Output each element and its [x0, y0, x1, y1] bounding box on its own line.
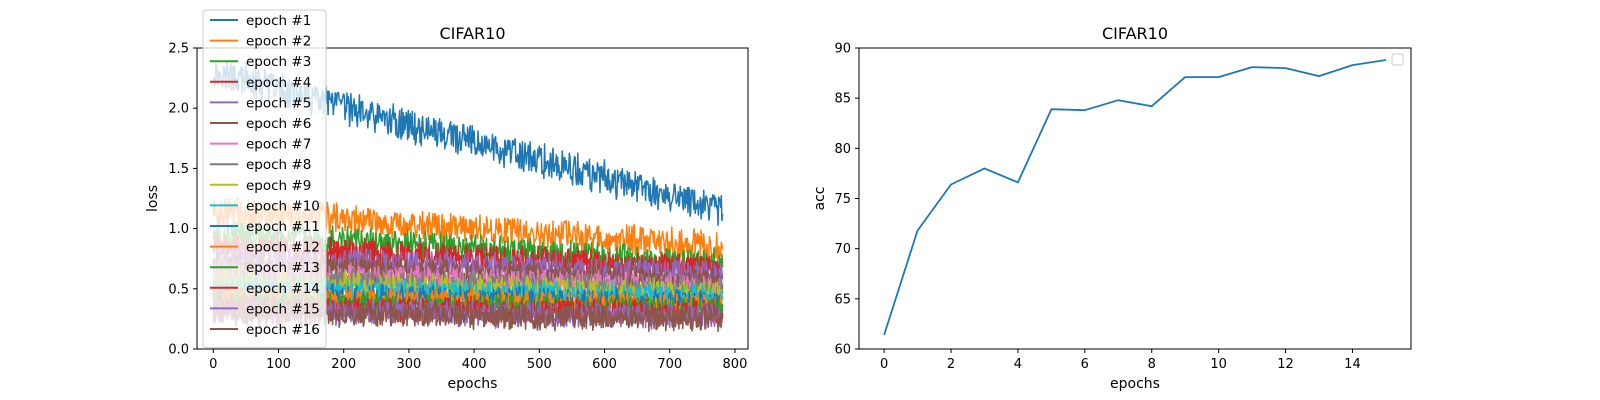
- x-tick-label: 4: [1014, 357, 1022, 372]
- x-tick-label: 0: [209, 357, 217, 372]
- y-tick-label: 70: [834, 242, 851, 257]
- x-tick-label: 14: [1344, 357, 1361, 372]
- x-tick-label: 200: [331, 357, 356, 372]
- legend-label: epoch #7: [246, 137, 311, 153]
- y-tick-label: 80: [834, 142, 851, 157]
- legend-label: epoch #6: [246, 116, 311, 132]
- loss-chart: CIFAR10 0 100 200 300 400 500 600 700 800 0.0 0.5…: [145, 9, 749, 392]
- legend-label: epoch #12: [246, 240, 320, 256]
- x-tick-label: 0: [880, 357, 888, 372]
- acc-x-axis-label: epochs: [1110, 376, 1160, 392]
- x-tick-label: 8: [1148, 357, 1156, 372]
- loss-y-ticks: 0.0 0.5 1.0 1.5 2.0 2.5: [168, 42, 197, 358]
- legend-label: epoch #9: [246, 178, 311, 194]
- legend-label: epoch #16: [246, 322, 320, 338]
- x-tick-label: 700: [657, 357, 682, 372]
- legend-label: epoch #14: [246, 281, 320, 297]
- y-tick-label: 90: [834, 42, 851, 57]
- x-tick-label: 600: [592, 357, 617, 372]
- loss-y-axis-label: loss: [145, 185, 161, 212]
- acc-y-axis-label: acc: [812, 187, 828, 211]
- loss-chart-title: CIFAR10: [439, 24, 505, 43]
- y-tick-label: 60: [834, 343, 851, 358]
- acc-legend-box: [1391, 53, 1404, 66]
- x-tick-label: 400: [462, 357, 487, 372]
- x-tick-label: 100: [266, 357, 291, 372]
- y-tick-label: 2.5: [168, 42, 189, 57]
- y-tick-label: 1.0: [168, 222, 189, 237]
- y-tick-label: 1.5: [168, 162, 189, 177]
- legend-label: epoch #4: [246, 75, 311, 91]
- x-tick-label: 6: [1081, 357, 1089, 372]
- legend-label: epoch #10: [246, 198, 320, 214]
- y-tick-label: 75: [834, 192, 851, 207]
- legend-label: epoch #2: [246, 34, 311, 50]
- y-tick-label: 0.5: [168, 282, 189, 297]
- loss-x-ticks: 0 100 200 300 400 500 600 700 800: [209, 349, 747, 372]
- legend-label: epoch #1: [246, 13, 311, 29]
- loss-plot-frame: [196, 47, 749, 350]
- legend-label: epoch #11: [246, 219, 320, 235]
- legend-label: epoch #13: [246, 260, 320, 276]
- x-tick-label: 12: [1277, 357, 1294, 372]
- acc-x-ticks: 0 2 4 6 8 10 12 14: [880, 349, 1361, 372]
- x-tick-label: 2: [947, 357, 955, 372]
- legend-label: epoch #15: [246, 301, 320, 317]
- acc-chart: CIFAR10 0 2 4 6 8 10 12 14 60 65 70 75 80 85 90 epoch…: [812, 24, 1412, 392]
- legend-label: epoch #8: [246, 157, 311, 173]
- loss-x-axis-label: epochs: [448, 376, 498, 392]
- legend-label: epoch #5: [246, 95, 311, 111]
- acc-y-ticks: 60 65 70 75 80 85 90: [834, 42, 859, 358]
- acc-series-lines: [883, 59, 1387, 336]
- x-tick-label: 300: [397, 357, 422, 372]
- x-tick-label: 10: [1210, 357, 1227, 372]
- y-tick-label: 85: [834, 92, 851, 107]
- acc-series-line: [883, 59, 1387, 336]
- loss-legend: epoch #1 epoch #2 epoch #3 epoch #4 epoch #5…: [202, 9, 327, 349]
- y-tick-label: 0.0: [168, 343, 189, 358]
- x-tick-label: 800: [723, 357, 748, 372]
- acc-chart-title: CIFAR10: [1102, 24, 1168, 43]
- loss-legend-frame: [202, 9, 327, 349]
- y-tick-label: 2.0: [168, 102, 189, 117]
- x-tick-label: 500: [527, 357, 552, 372]
- y-tick-label: 65: [834, 292, 851, 307]
- legend-label: epoch #3: [246, 54, 311, 70]
